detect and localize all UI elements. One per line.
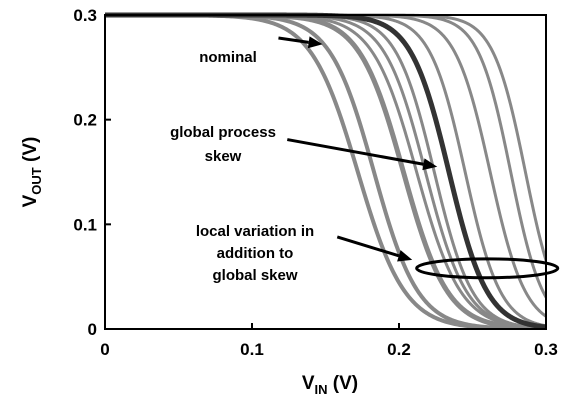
annotation-text: global skew bbox=[212, 267, 297, 284]
variation-ellipse bbox=[415, 257, 560, 280]
plot-frame bbox=[104, 14, 547, 330]
annotation-arrow-shaft bbox=[287, 138, 424, 166]
annotation-text: nominal bbox=[199, 49, 257, 66]
curve-global-skew-6 bbox=[105, 12, 546, 329]
annotation-text: local variation in bbox=[196, 223, 314, 240]
x-tick-label: 0.1 bbox=[240, 340, 264, 359]
annotation-arrow-head bbox=[307, 36, 323, 49]
tick-group: 0 0.1 0.2 0.3 0 0.1 0.2 0.3 bbox=[73, 6, 557, 359]
curve-local-9 bbox=[105, 13, 546, 299]
annotation-group: nominal global process skew local variation… bbox=[170, 36, 560, 284]
y-tick-label: 0.2 bbox=[73, 111, 97, 130]
annotation-arrow-head bbox=[397, 250, 413, 262]
annotation-arrow-shaft bbox=[336, 235, 400, 258]
x-tick-label: 0.3 bbox=[534, 340, 558, 359]
curve-group bbox=[105, 12, 546, 329]
y-axis-label: VOUT (V) bbox=[20, 137, 44, 208]
annotation-arrow-shaft bbox=[278, 36, 309, 44]
y-tick-label: 0.1 bbox=[73, 215, 97, 234]
x-axis-label: VIN (V) bbox=[302, 373, 358, 397]
annotation-text: global process bbox=[170, 124, 276, 141]
x-tick-label: 0.2 bbox=[387, 340, 411, 359]
x-tick-label: 0 bbox=[100, 340, 109, 359]
annotation-text: addition to bbox=[217, 245, 294, 262]
y-tick-label: 0 bbox=[88, 320, 97, 339]
y-tick-label: 0.3 bbox=[73, 6, 97, 25]
annotation-arrow-head bbox=[422, 158, 438, 171]
annotation-text: skew bbox=[205, 148, 242, 165]
